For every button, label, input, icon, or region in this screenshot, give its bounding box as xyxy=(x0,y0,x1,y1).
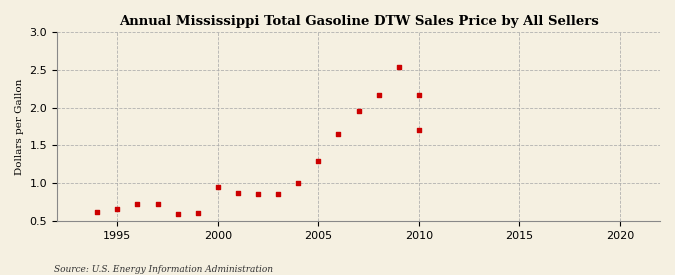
Point xyxy=(394,65,404,70)
Point xyxy=(172,212,183,216)
Point xyxy=(132,201,143,206)
Point xyxy=(333,132,344,136)
Point xyxy=(413,127,424,132)
Title: Annual Mississippi Total Gasoline DTW Sales Price by All Sellers: Annual Mississippi Total Gasoline DTW Sa… xyxy=(119,15,599,28)
Point xyxy=(252,192,263,196)
Point xyxy=(353,109,364,114)
Point xyxy=(273,192,284,196)
Point xyxy=(213,185,223,189)
Point xyxy=(413,92,424,97)
Point xyxy=(373,92,384,97)
Text: Source: U.S. Energy Information Administration: Source: U.S. Energy Information Administ… xyxy=(54,265,273,274)
Point xyxy=(232,191,243,195)
Point xyxy=(112,207,123,211)
Point xyxy=(313,158,324,163)
Point xyxy=(293,181,304,185)
Point xyxy=(92,210,103,214)
Point xyxy=(152,201,163,206)
Y-axis label: Dollars per Gallon: Dollars per Gallon xyxy=(15,78,24,175)
Point xyxy=(192,211,203,216)
